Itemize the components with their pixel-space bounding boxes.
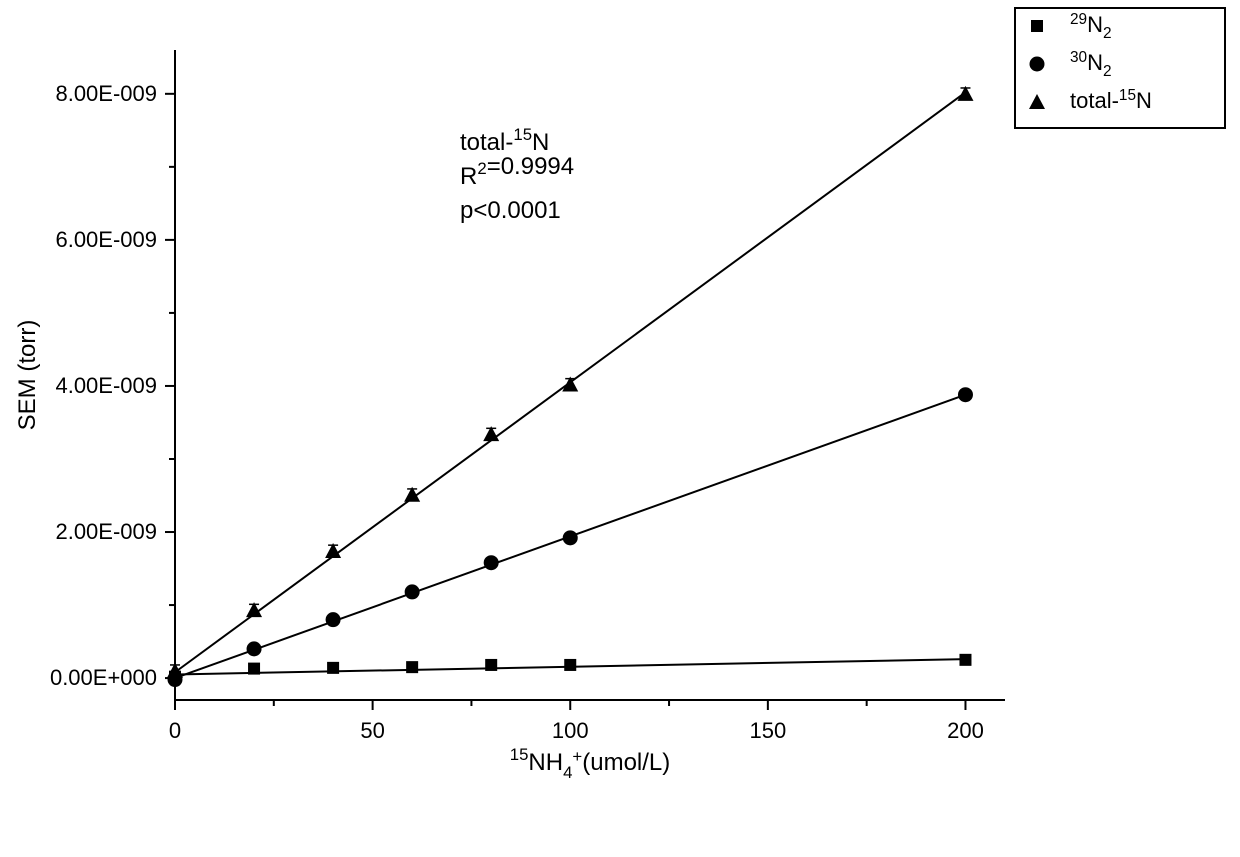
svg-text:8.00E-009: 8.00E-009 — [55, 81, 157, 106]
svg-text:100: 100 — [552, 718, 589, 743]
svg-text:2.00E-009: 2.00E-009 — [55, 519, 157, 544]
chart-container: 0 50 100 150 200 0.00E+000 2.00E-009 4.00E-009 6… — [0, 0, 1240, 857]
legend-label: total-15N — [1070, 87, 1152, 113]
sem-chart: 0 50 100 150 200 0.00E+000 2.00E-009 4.00E-009 6… — [0, 0, 1240, 857]
svg-text:0.00E+000: 0.00E+000 — [50, 665, 157, 690]
svg-text:4.00E-009: 4.00E-009 — [55, 373, 157, 398]
svg-text:0: 0 — [169, 718, 181, 743]
chart-annotation: p<0.0001 — [460, 197, 561, 224]
svg-text:6.00E-009: 6.00E-009 — [55, 227, 157, 252]
svg-text:150: 150 — [749, 718, 786, 743]
svg-text:50: 50 — [360, 718, 384, 743]
svg-text:200: 200 — [947, 718, 984, 743]
y-axis-label: SEM (torr) — [14, 320, 41, 431]
chart-annotation: total-15N — [460, 125, 549, 156]
